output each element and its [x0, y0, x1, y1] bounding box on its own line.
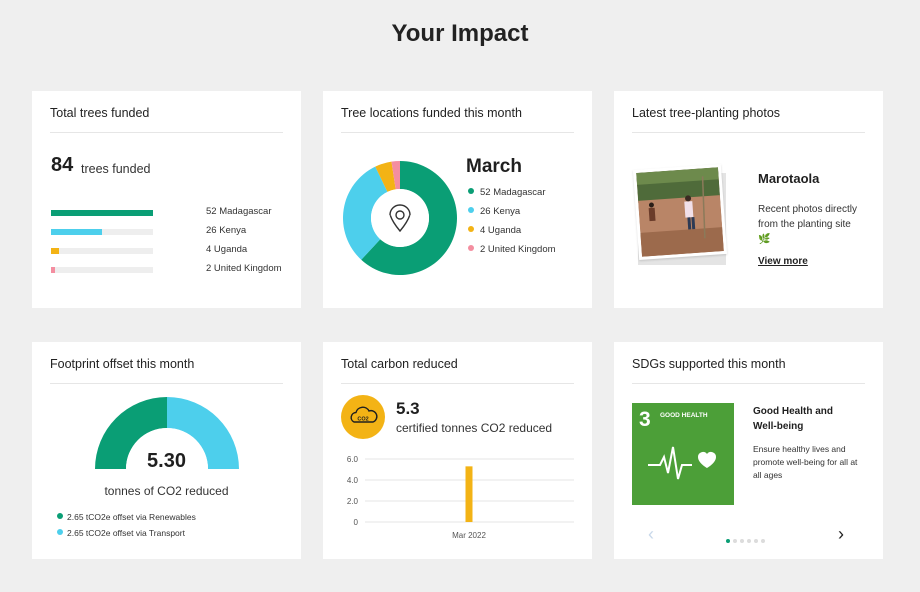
- trees-count-unit: trees funded: [81, 162, 151, 176]
- legend-label: 4 Uganda: [480, 225, 522, 236]
- y-tick-label: 0: [354, 518, 359, 527]
- co2-cloud-glyph: CO2: [350, 406, 378, 423]
- total-trees-card: Total trees funded 84 trees funded 52 Ma…: [32, 91, 301, 308]
- co2-cloud-icon: CO2: [341, 395, 385, 439]
- sdgs-card: SDGs supported this month 3 GOOD HEALTH …: [614, 342, 883, 559]
- locations-donut-chart: [343, 161, 457, 275]
- tree-locations-card: Tree locations funded this month March 5…: [323, 91, 592, 308]
- tree-bar-fill: [51, 248, 59, 254]
- carousel-dot[interactable]: [761, 539, 765, 543]
- footprint-legend-item: 2.65 tCO2e offset via Transport: [57, 528, 185, 538]
- donut-hole: [371, 189, 429, 247]
- y-tick-label: 2.0: [347, 497, 359, 506]
- tree-bar-row: 4 Uganda: [51, 244, 291, 258]
- next-arrow-icon[interactable]: ›: [838, 524, 844, 544]
- photo-description-text: Recent photos directly from the planting…: [758, 204, 857, 230]
- sdg-tile: 3 GOOD HEALTH: [632, 403, 734, 505]
- previous-arrow-icon[interactable]: ‹: [648, 524, 654, 544]
- tree-bar-fill: [51, 210, 153, 216]
- x-tick-label: Mar 2022: [452, 531, 486, 540]
- tree-bar-row: 52 Madagascar: [51, 206, 291, 220]
- legend-dot: [468, 207, 474, 213]
- sdg-description: Ensure healthy lives and promote well-be…: [753, 444, 858, 480]
- footprint-value: 5.30: [147, 450, 186, 472]
- tree-bar-track: [51, 267, 153, 273]
- page-title: Your Impact: [391, 20, 529, 47]
- gauge-segment: [95, 397, 167, 469]
- tree-bar-label: 26 Kenya: [206, 225, 247, 236]
- donut-slice: [361, 161, 457, 275]
- legend-label: 2.65 tCO2e offset via Renewables: [67, 512, 196, 522]
- y-tick-label: 4.0: [347, 476, 359, 485]
- legend-dot: [468, 226, 474, 232]
- legend-label: 26 Kenya: [480, 206, 521, 217]
- heartbeat-icon: [648, 446, 716, 480]
- sdg-number: 3: [639, 408, 651, 431]
- location-legend-item: 2 United Kingdom: [468, 244, 556, 255]
- view-more-link[interactable]: View more: [758, 256, 808, 267]
- donut-slice: [375, 161, 396, 192]
- tree-bar-row: 2 United Kingdom: [51, 263, 291, 277]
- carbon-bar: [465, 466, 473, 522]
- card-title: Total carbon reduced: [341, 357, 574, 384]
- sdg-tile-label: GOOD HEALTH: [660, 412, 708, 419]
- carbon-caption: certified tonnes CO2 reduced: [396, 421, 553, 435]
- sdg-heading: Good Health and Well-being: [753, 406, 833, 432]
- tree-bar-track: [51, 229, 153, 235]
- planting-photo-image: [636, 167, 724, 257]
- footprint-offset-card: Footprint offset this month 5.30 tonnes …: [32, 342, 301, 559]
- gauge-hole: [126, 428, 208, 472]
- footprint-legend-item: 2.65 tCO2e offset via Renewables: [57, 512, 196, 522]
- legend-dot: [468, 245, 474, 251]
- planting-photo[interactable]: [632, 164, 728, 260]
- tree-bar-label: 4 Uganda: [206, 244, 248, 255]
- card-title: Footprint offset this month: [50, 357, 283, 384]
- carbon-value: 5.3: [396, 399, 420, 418]
- legend-dot: [57, 513, 63, 519]
- footprint-gauge-chart: [95, 397, 239, 472]
- photo-location-title: Marotaola: [758, 171, 820, 186]
- card-title: SDGs supported this month: [632, 357, 865, 384]
- carousel-dot[interactable]: [726, 539, 730, 543]
- location-legend-item: 52 Madagascar: [468, 187, 545, 198]
- carousel-dot[interactable]: [754, 539, 758, 543]
- map-pin-icon: [389, 204, 411, 233]
- co2-icon-text: CO2: [357, 417, 368, 423]
- carousel-dot[interactable]: [740, 539, 744, 543]
- tree-bar-track: [51, 248, 153, 254]
- tree-bar-fill: [51, 229, 102, 235]
- leaf-icon: 🌿: [758, 234, 771, 245]
- legend-label: 52 Madagascar: [480, 187, 546, 198]
- tree-bar-track: [51, 210, 153, 216]
- location-legend-item: 4 Uganda: [468, 225, 521, 236]
- tree-bar-label: 52 Madagascar: [206, 206, 272, 217]
- tree-bar-row: 26 Kenya: [51, 225, 291, 239]
- carbon-bar-chart: 6.0 4.0 2.0 0 Mar 2022: [347, 455, 574, 540]
- photo-stack[interactable]: [632, 164, 728, 267]
- footprint-caption: tonnes of CO2 reduced: [104, 484, 229, 498]
- carousel-dots: [726, 530, 768, 548]
- trees-count: 84: [51, 154, 74, 176]
- total-carbon-card: Total carbon reduced CO2 5.3 certified t…: [323, 342, 592, 559]
- legend-label: 2.65 tCO2e offset via Transport: [67, 528, 185, 538]
- gauge-segment: [167, 397, 239, 469]
- legend-dot: [468, 188, 474, 194]
- carousel-dot[interactable]: [747, 539, 751, 543]
- tree-bar-fill: [51, 267, 55, 273]
- y-tick-label: 6.0: [347, 455, 359, 464]
- tree-bar-label: 2 United Kingdom: [206, 263, 282, 274]
- card-title: Latest tree-planting photos: [632, 106, 865, 133]
- donut-slice: [391, 161, 400, 190]
- tree-photos-card: Latest tree-planting photos Marotaola Re…: [614, 91, 883, 308]
- legend-dot: [57, 529, 63, 535]
- photo-description: Recent photos directly from the planting…: [758, 202, 863, 247]
- location-legend-item: 26 Kenya: [468, 206, 520, 217]
- legend-label: 2 United Kingdom: [480, 244, 556, 255]
- card-title: Tree locations funded this month: [341, 106, 574, 133]
- carousel-dot[interactable]: [733, 539, 737, 543]
- month-title: March: [466, 156, 522, 177]
- card-title: Total trees funded: [50, 106, 283, 133]
- donut-slice: [343, 166, 388, 260]
